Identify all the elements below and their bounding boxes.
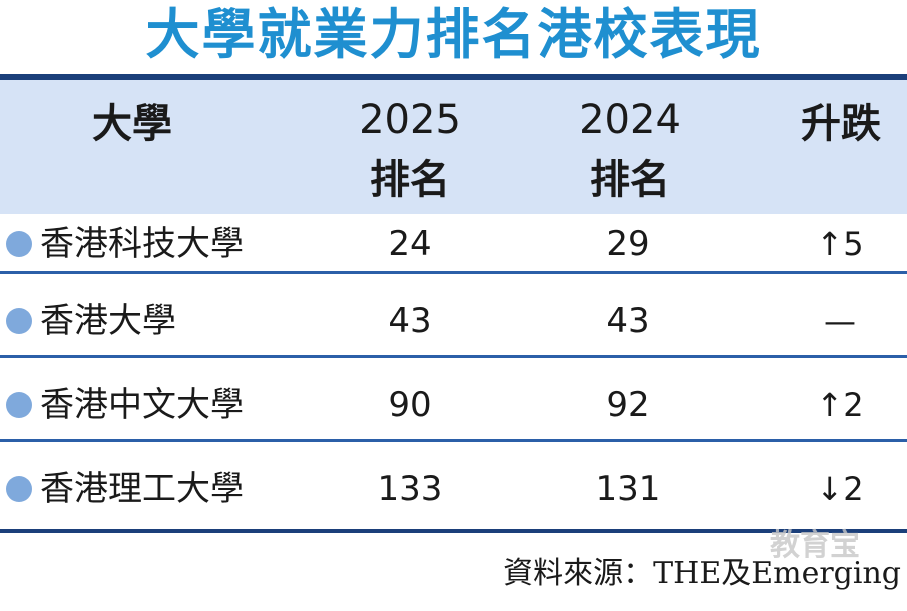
rank-change: ↑5 [816,225,864,263]
rank-2024: 92 [606,385,650,425]
table-title: 大學就業力排名港校表現 [145,3,762,66]
rank-2025: 43 [388,301,432,341]
table-header: 大學 2025 排名 2024 排名 升跌 [0,80,907,214]
table-row: 香港中文大學 90 92 ↑2 [0,358,907,440]
university-name: 香港大學 [40,301,176,341]
rank-change: — [824,302,856,340]
header-change: 升跌 [801,101,881,147]
row-divider [0,355,907,358]
university-name: 香港理工大學 [40,469,244,509]
university-name: 香港中文大學 [40,385,244,425]
university-name: 香港科技大學 [40,224,244,264]
rank-2025: 24 [388,224,432,264]
table-row: 香港科技大學 24 29 ↑5 [0,214,907,296]
rank-2024: 43 [606,301,650,341]
header-2025-rank: 排名 [370,157,450,203]
row-divider [0,439,907,442]
rank-change: ↑2 [816,386,864,424]
table-row: 香港理工大學 133 131 ↓2 [0,442,907,524]
rank-2025: 90 [388,385,432,425]
top-rule [0,74,907,80]
bullet-dot [6,231,32,257]
bullet-dot [6,308,32,334]
rank-2025: 133 [377,469,443,509]
bullet-dot [6,476,32,502]
header-2024-rank: 排名 [590,157,670,203]
rank-change: ↓2 [816,470,864,508]
bottom-rule [0,529,907,533]
header-university: 大學 [92,101,172,147]
rank-2024: 29 [606,224,650,264]
header-2025: 2025 [359,97,461,143]
header-2024: 2024 [579,97,681,143]
watermark-logo: 教育宝 [770,528,860,563]
bullet-dot [6,392,32,418]
row-divider [0,271,907,274]
source-note: 資料來源：THE及Emerging [503,556,901,591]
table-row: 香港大學 43 43 — [0,274,907,356]
rank-2024: 131 [595,469,661,509]
